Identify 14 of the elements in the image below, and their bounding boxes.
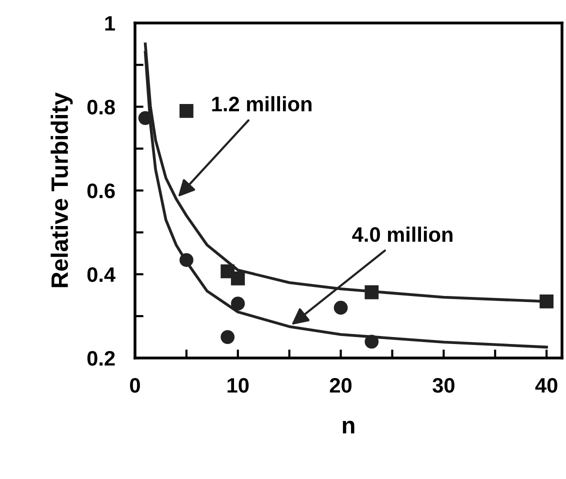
x-tick-label: 30 [432,378,454,393]
y-tick-label: 0.2 [87,351,115,366]
annotation: 4.0 million [352,226,452,242]
x-tick-label: 40 [535,378,558,393]
y-tick-label: 0.4 [87,267,116,282]
x-tick-label: 20 [330,378,352,393]
x-tick-label: 10 [228,378,249,393]
y-tick-label: 0.6 [87,184,115,198]
y-tick-label: 1 [105,16,115,31]
x-axis-title: n [342,420,354,434]
y-axis-title: Relative Turbidity [50,92,73,288]
annotation: 1.2 million [212,96,312,112]
x-tick-label: 0 [130,378,140,393]
y-tick-label: 0.8 [87,100,115,115]
